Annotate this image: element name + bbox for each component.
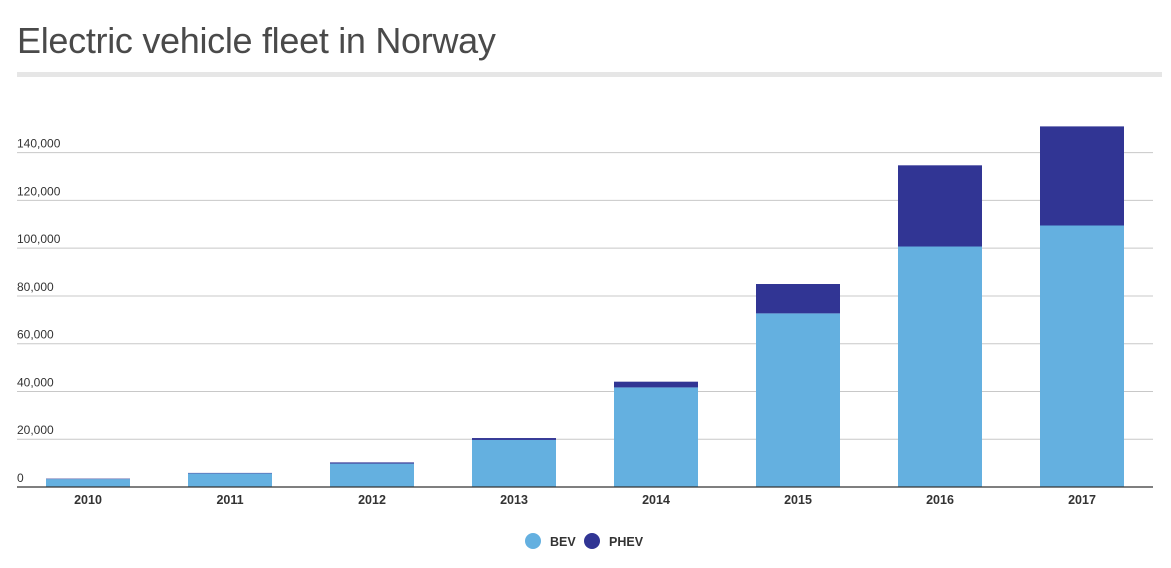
- bar-bev-2015: [756, 313, 840, 487]
- y-tick-label: 0: [17, 471, 24, 485]
- bar-bev-2012: [330, 463, 414, 487]
- x-tick-label: 2017: [1068, 493, 1096, 507]
- bar-phev-2015: [756, 284, 840, 314]
- bar-phev-2014: [614, 381, 698, 388]
- x-tick-label: 2013: [500, 493, 528, 507]
- x-tick-label: 2010: [74, 493, 102, 507]
- page-title: Electric vehicle fleet in Norway: [17, 20, 496, 61]
- y-tick-label: 60,000: [17, 328, 54, 342]
- y-tick-label: 140,000: [17, 137, 61, 151]
- bar-phev-2016: [898, 165, 982, 247]
- legend: BEV PHEV: [525, 533, 644, 549]
- y-tick-label: 20,000: [17, 423, 54, 437]
- bar-bev-2017: [1040, 225, 1124, 487]
- gridlines: [17, 152, 1153, 440]
- x-axis-tick-labels: 2010 2011 2012 2013 2014 2015 2016 2017: [74, 493, 1096, 507]
- x-tick-label: 2011: [216, 493, 243, 507]
- legend-label-bev: BEV: [550, 535, 576, 549]
- x-tick-label: 2012: [358, 493, 386, 507]
- legend-swatch-bev: [525, 533, 541, 549]
- bar-bev-2013: [472, 439, 556, 487]
- title-divider: [17, 72, 1162, 77]
- bar-bev-2014: [614, 387, 698, 487]
- bars: [46, 126, 1124, 487]
- bar-bev-2010: [46, 479, 130, 487]
- y-tick-label: 40,000: [17, 375, 54, 389]
- x-tick-label: 2014: [642, 493, 670, 507]
- bar-phev-2013: [472, 438, 556, 440]
- y-axis-tick-labels: 0 20,000 40,000 60,000 80,000 100,000 120,000 1…: [17, 137, 61, 485]
- bar-phev-2012: [330, 462, 414, 464]
- y-tick-label: 100,000: [17, 232, 61, 246]
- x-tick-label: 2016: [926, 493, 954, 507]
- bar-phev-2017: [1040, 126, 1124, 226]
- bar-bev-2011: [188, 473, 272, 487]
- legend-label-phev: PHEV: [609, 535, 644, 549]
- x-tick-label: 2015: [784, 493, 812, 507]
- y-tick-label: 80,000: [17, 280, 54, 294]
- legend-swatch-phev: [584, 533, 600, 549]
- bar-bev-2016: [898, 246, 982, 487]
- y-tick-label: 120,000: [17, 184, 61, 198]
